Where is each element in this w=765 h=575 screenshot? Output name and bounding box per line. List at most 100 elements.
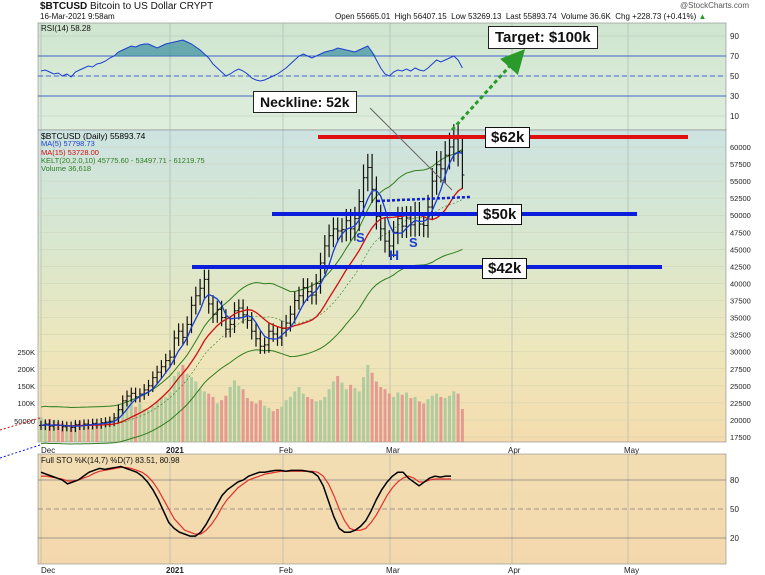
level-42k-label: $42k bbox=[482, 258, 528, 279]
volume-bar bbox=[271, 411, 275, 442]
target-callout: Target: $100k bbox=[488, 26, 598, 49]
rsi-tick-label: 30 bbox=[730, 92, 739, 101]
price-tick-label: 37500 bbox=[730, 297, 751, 306]
rsi-label: RSI(14) 58.28 bbox=[41, 24, 91, 33]
volume-bar bbox=[370, 372, 374, 442]
volume-bar bbox=[185, 373, 189, 442]
volume-bar bbox=[396, 392, 400, 442]
volume-bar bbox=[104, 422, 107, 442]
volume-bar bbox=[56, 422, 60, 442]
volume-layer bbox=[39, 365, 464, 442]
legend-keltner: KELT(20,2.0,10) 45775.60 - 53497.71 - 61… bbox=[41, 155, 205, 165]
volume-bar bbox=[263, 405, 267, 442]
volume-bar bbox=[379, 387, 383, 442]
volume-bar bbox=[245, 398, 249, 442]
keltner-upper bbox=[40, 149, 463, 408]
volume-bar bbox=[108, 420, 112, 442]
volume-bar bbox=[448, 395, 451, 442]
x-axis-label: Dec bbox=[41, 446, 55, 455]
volume-bar bbox=[374, 381, 378, 442]
sto-tick-label: 50 bbox=[730, 505, 739, 514]
volume-bar bbox=[366, 365, 370, 442]
volume-bar bbox=[357, 391, 361, 442]
volume-bar bbox=[65, 425, 69, 442]
volume-bar bbox=[220, 400, 224, 442]
volume-bar bbox=[164, 396, 168, 442]
volume-bar bbox=[349, 384, 353, 442]
price-tick-label: 42500 bbox=[730, 262, 751, 271]
volume-tick-label: 150K bbox=[17, 382, 35, 391]
target-arrow bbox=[450, 49, 526, 132]
volume-bar bbox=[233, 380, 236, 442]
volume-bar bbox=[202, 391, 206, 442]
volume-bar bbox=[400, 394, 404, 442]
price-tick-label: 50000 bbox=[730, 211, 751, 220]
legend-ma5: MA(5) 57798.73 bbox=[41, 139, 95, 149]
rsi-tick-label: 90 bbox=[730, 32, 739, 41]
volume-bar bbox=[134, 406, 138, 442]
price-tick-label: 47500 bbox=[730, 228, 751, 237]
price-tick-label: 20000 bbox=[730, 416, 751, 425]
volume-bar bbox=[43, 421, 47, 442]
price-tick-label: 17500 bbox=[730, 433, 751, 442]
volume-bar bbox=[383, 389, 387, 442]
volume-bar bbox=[168, 392, 172, 442]
volume-bar bbox=[82, 423, 86, 442]
volume-bar bbox=[409, 398, 413, 442]
price-tick-label: 35000 bbox=[730, 314, 751, 323]
stochastic-layer bbox=[40, 465, 451, 537]
level-50k-label: $50k bbox=[477, 204, 523, 225]
volume-bar bbox=[327, 389, 331, 442]
volume-bar bbox=[340, 382, 344, 442]
x-axis-label: Mar bbox=[386, 446, 400, 455]
moving-average-layer bbox=[40, 151, 463, 427]
volume-bar bbox=[443, 398, 447, 442]
rsi-tick-label: 10 bbox=[730, 112, 739, 121]
volume-bar bbox=[405, 392, 408, 442]
volume-bar bbox=[151, 405, 155, 442]
legend-ma15: MA(15) 53728.00 bbox=[41, 147, 99, 157]
volume-bar bbox=[288, 396, 292, 442]
symbol: $BTCUSD bbox=[40, 1, 88, 12]
volume-bar bbox=[267, 407, 271, 442]
head-label: H bbox=[389, 247, 400, 263]
rsi-tick-label: 50 bbox=[730, 72, 739, 81]
volume-bar bbox=[73, 422, 77, 442]
rsi-line bbox=[40, 39, 463, 82]
high-value: High 56407.15 bbox=[394, 12, 447, 21]
ma5-line bbox=[40, 151, 463, 427]
volume-bar bbox=[190, 377, 193, 442]
volume-bar bbox=[91, 426, 95, 442]
volume-bar bbox=[323, 396, 327, 442]
volume-bar bbox=[310, 399, 314, 442]
volume-bar bbox=[392, 396, 396, 442]
volume-tick-label: 100K bbox=[17, 399, 35, 408]
rsi-layer bbox=[40, 39, 463, 82]
volume-bar bbox=[147, 410, 150, 442]
neckline-dotted bbox=[376, 195, 471, 203]
volume-bar bbox=[426, 399, 430, 442]
volume-bar bbox=[284, 400, 288, 442]
volume-tick-label: 250K bbox=[17, 348, 35, 357]
legend-volume: Volume 36,618 bbox=[41, 164, 92, 174]
volume-bar bbox=[314, 401, 318, 442]
left-dotted-trend bbox=[0, 417, 41, 431]
volume-bar bbox=[99, 425, 103, 442]
volume-bar bbox=[138, 403, 142, 442]
volume-bar bbox=[276, 409, 279, 442]
volume-bar bbox=[258, 400, 262, 442]
volume-bar bbox=[198, 389, 202, 442]
volume-bar bbox=[344, 389, 348, 442]
x-axis-label: May bbox=[624, 566, 639, 575]
volume-value: Volume 36.6K bbox=[561, 12, 611, 21]
volume-bar bbox=[121, 404, 125, 442]
volume-bar bbox=[301, 393, 305, 442]
rsi-panel-bg bbox=[37, 22, 727, 131]
volume-bar bbox=[237, 385, 241, 442]
left-shoulder-label: S bbox=[356, 230, 365, 245]
volume-bar bbox=[215, 403, 219, 442]
volume-bar bbox=[241, 389, 245, 442]
volume-bar bbox=[194, 381, 198, 442]
volume-bar bbox=[387, 393, 391, 442]
volume-bar bbox=[142, 409, 146, 442]
